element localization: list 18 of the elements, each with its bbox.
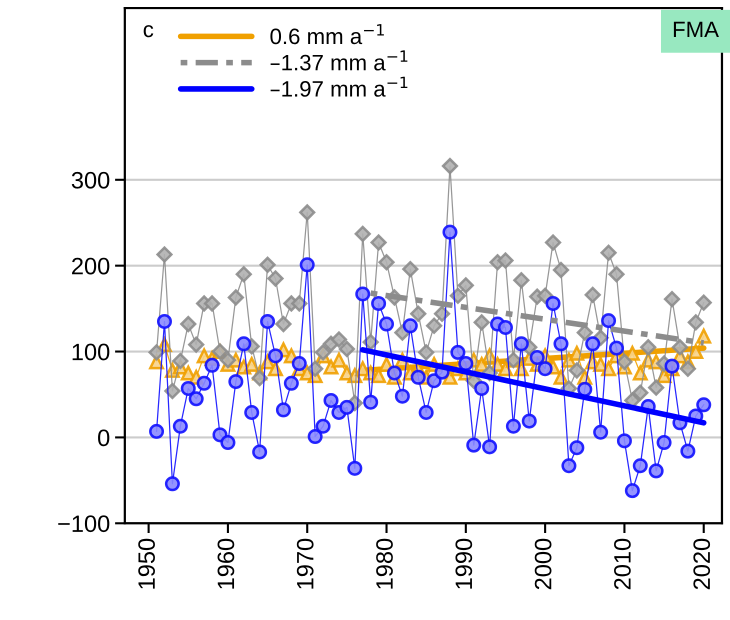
annotation: FMA bbox=[674, 22, 719, 38]
y-tick-label: 0 bbox=[98, 429, 110, 446]
x-tick-label: 1970 bbox=[296, 538, 314, 589]
x-tick-label: 1950 bbox=[138, 538, 155, 589]
annotation: c bbox=[144, 25, 154, 38]
x-tick-label: 2000 bbox=[534, 538, 552, 590]
x-tick-label: 1980 bbox=[376, 538, 393, 589]
legend-label: –1.97 mm a$^{−1}$ bbox=[270, 76, 408, 97]
y-tick-label: 100 bbox=[72, 344, 110, 360]
legend-label: –1.37 mm a$^{−1}$ bbox=[270, 50, 408, 70]
x-tick-label: 2020 bbox=[693, 538, 710, 590]
y-tick-label: 200 bbox=[72, 258, 110, 274]
x-tick-label: 1960 bbox=[218, 538, 234, 589]
x-tick-label: 2010 bbox=[614, 538, 631, 590]
x-tick-label: 1990 bbox=[455, 538, 472, 589]
legend-label: 0.6 mm a$^{−1}$ bbox=[270, 24, 384, 44]
y-tick-label: −100 bbox=[58, 515, 110, 532]
y-tick-label: 300 bbox=[72, 172, 110, 189]
